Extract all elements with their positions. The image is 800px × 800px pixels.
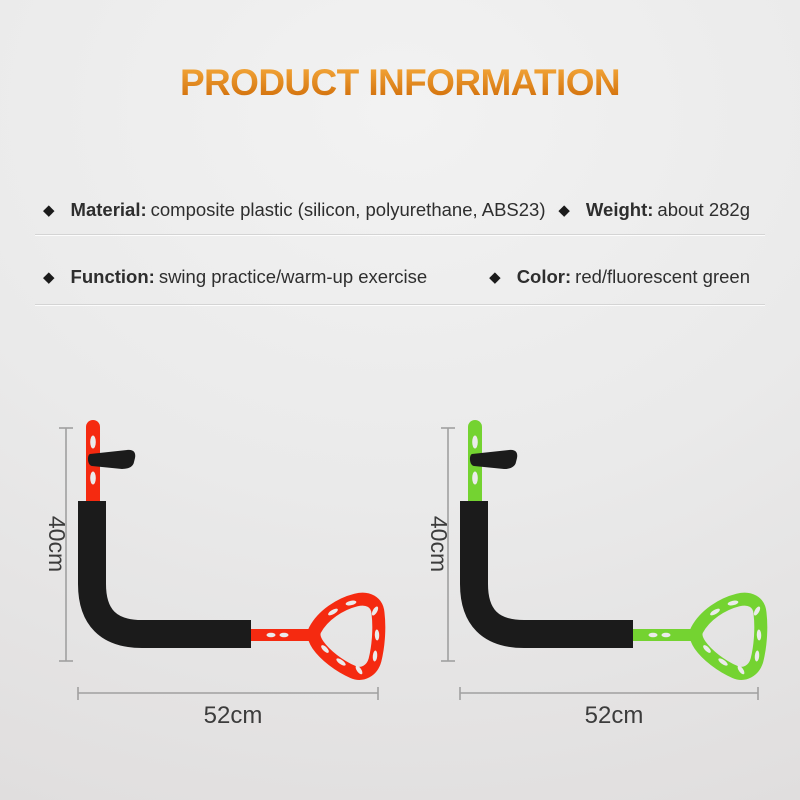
handle-clip: [469, 449, 518, 469]
triangle-grip: [689, 592, 768, 680]
handle-clip: [87, 449, 136, 469]
spec-color-text: Color: red/fluorescent green: [517, 266, 750, 288]
page-title: PRODUCT INFORMATION: [0, 62, 800, 104]
spec-material-text: Material: composite plastic (silicon, pol…: [71, 199, 546, 221]
spec-material-value: composite plastic (silicon, polyurethane…: [150, 199, 546, 220]
triangle-grip: [307, 592, 386, 680]
swing-trainer-red: [78, 420, 386, 680]
foam-tube: [78, 501, 251, 648]
diamond-bullet-icon: ◆: [489, 268, 501, 286]
spec-function-text: Function: swing practice/warm-up exercise: [71, 266, 428, 288]
spec-function-value: swing practice/warm-up exercise: [158, 266, 428, 287]
spec-color-value: red/fluorescent green: [575, 266, 750, 287]
dimension-height: 40cm: [426, 427, 455, 662]
spec-weight: ◆ Weight: about 282g: [558, 199, 750, 221]
width-dimension-label: 52cm: [204, 702, 263, 729]
dimension-width: 52cm: [459, 687, 759, 729]
spec-weight-text: Weight: about 282g: [586, 199, 750, 221]
diamond-bullet-icon: ◆: [43, 268, 55, 286]
spec-weight-label: Weight:: [585, 199, 654, 220]
spec-row-function-color: ◆ Function: swing practice/warm-up exerci…: [35, 264, 765, 290]
spec-material: ◆ Material: composite plastic (silicon, p…: [43, 199, 546, 221]
width-dimension-label: 52cm: [585, 702, 644, 729]
dimension-height: 40cm: [44, 427, 73, 662]
product-image-green-trainer: 40cm 52cm: [426, 420, 768, 729]
height-dimension-label: 40cm: [44, 516, 70, 572]
spec-color-label: Color:: [516, 266, 572, 287]
spec-weight-value: about 282g: [657, 199, 750, 220]
spec-function: ◆ Function: swing practice/warm-up exerci…: [43, 266, 427, 288]
divider-line: [35, 234, 765, 235]
diamond-bullet-icon: ◆: [558, 201, 570, 219]
foam-tube: [460, 501, 633, 648]
spec-material-label: Material:: [70, 199, 147, 220]
spec-color: ◆ Color: red/fluorescent green: [489, 266, 750, 288]
spec-row-material-weight: ◆ Material: composite plastic (silicon, p…: [35, 197, 765, 223]
divider-line: [35, 304, 765, 305]
spec-function-label: Function:: [70, 266, 155, 287]
swing-trainer-green: [460, 420, 768, 680]
height-dimension-label: 40cm: [426, 516, 452, 572]
product-image-red-trainer: 40cm 52cm: [44, 420, 386, 729]
diamond-bullet-icon: ◆: [43, 201, 55, 219]
dimension-width: 52cm: [77, 687, 379, 729]
